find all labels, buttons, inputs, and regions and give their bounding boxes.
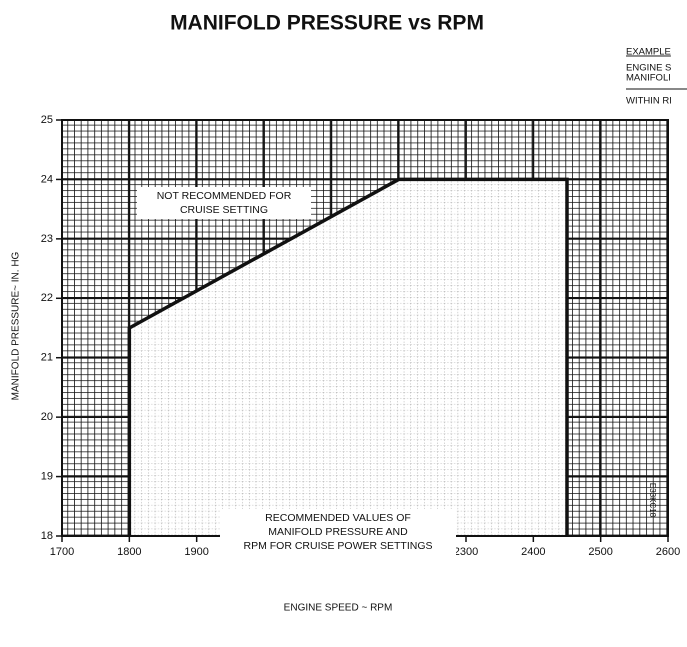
x-tick-label: 1900: [184, 546, 208, 558]
annotation-text: CRUISE SETTING: [180, 204, 268, 216]
y-tick-label: 23: [41, 233, 53, 245]
annotation-text: RECOMMENDED VALUES OF: [265, 512, 411, 524]
y-tick-label: 21: [41, 352, 53, 364]
x-tick-label: 2300: [454, 546, 478, 558]
y-tick-label: 24: [41, 173, 53, 185]
annotation-text: MANIFOLD PRESSURE AND: [268, 526, 408, 538]
y-tick-label: 25: [41, 114, 53, 126]
example-text: MANIFOLI: [626, 73, 671, 84]
x-tick-label: 2400: [521, 546, 545, 558]
example-text: WITHIN RI: [626, 96, 672, 107]
x-axis-label: ENGINE SPEED ~ RPM: [284, 603, 393, 614]
example-text: ENGINE S: [626, 63, 671, 74]
x-tick-label: 1700: [50, 546, 74, 558]
y-tick-label: 18: [41, 530, 53, 542]
figure-code: E33KC18: [648, 483, 657, 518]
x-tick-label: 2500: [588, 546, 612, 558]
y-tick-label: 20: [41, 411, 53, 423]
x-tick-label: 1800: [117, 546, 141, 558]
example-text: EXAMPLE: [626, 47, 671, 58]
annotation-box: [220, 509, 456, 555]
boundary-line: [127, 177, 569, 536]
x-tick-label: 2600: [656, 546, 680, 558]
annotation-box: [137, 187, 311, 219]
y-axis-label: MANIFOLD PRESSURE~ IN. HG: [11, 251, 22, 400]
annotation-text: NOT RECOMMENDED FOR: [157, 190, 292, 202]
y-tick-label: 22: [41, 292, 53, 304]
chart-title: MANIFOLD PRESSURE vs RPM: [170, 12, 484, 35]
annotation-text: RPM FOR CRUISE POWER SETTINGS: [243, 540, 432, 552]
y-tick-label: 19: [41, 470, 53, 482]
